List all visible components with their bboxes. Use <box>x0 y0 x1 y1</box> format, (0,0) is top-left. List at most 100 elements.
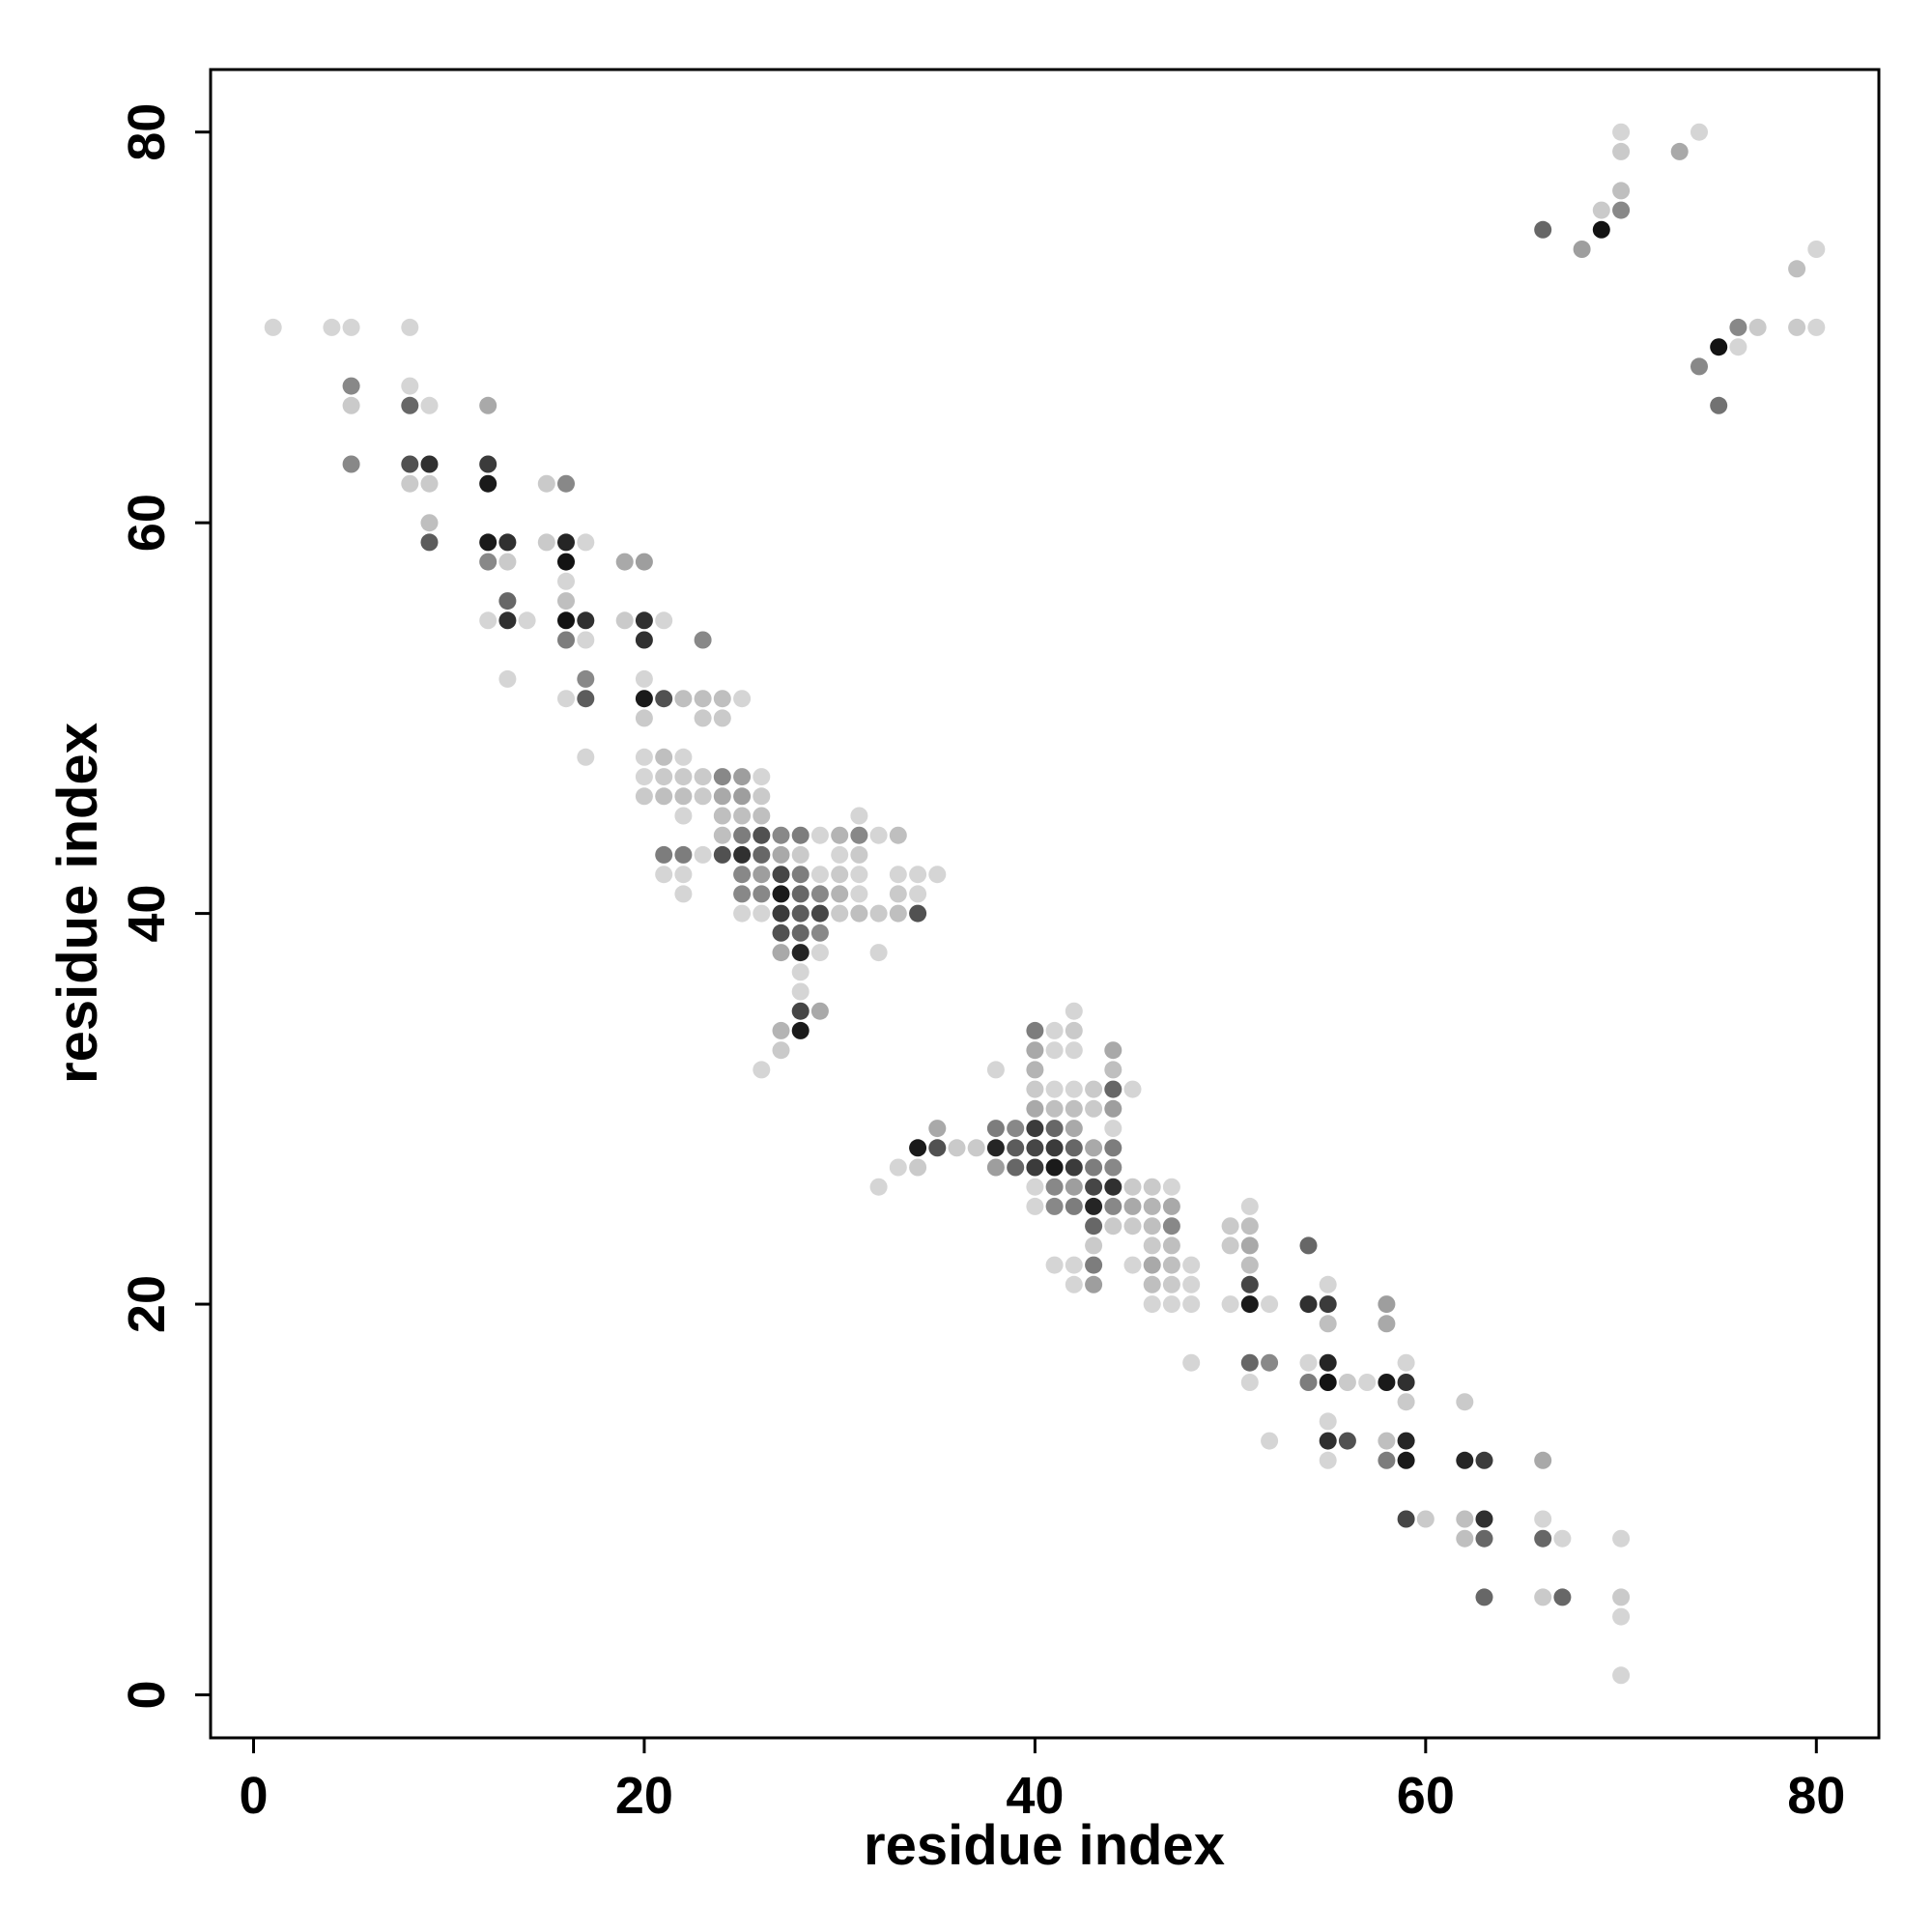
data-point <box>1593 202 1610 219</box>
data-point <box>401 397 418 414</box>
data-point <box>831 885 848 902</box>
data-point <box>1065 1179 1083 1196</box>
data-point <box>1300 1236 1318 1254</box>
data-point <box>1320 1433 1337 1450</box>
data-point <box>1046 1179 1064 1196</box>
data-point <box>1476 1511 1493 1528</box>
data-point <box>987 1139 1005 1156</box>
data-point <box>479 533 497 551</box>
data-point <box>733 885 751 902</box>
data-point <box>1710 397 1727 414</box>
data-point <box>421 514 439 531</box>
data-point <box>655 866 672 883</box>
data-point <box>792 983 810 1001</box>
data-point <box>1398 1452 1415 1469</box>
data-point <box>401 378 418 395</box>
data-point <box>987 1159 1005 1177</box>
data-point <box>557 475 575 493</box>
data-point <box>1612 143 1630 160</box>
data-point <box>655 690 672 707</box>
data-point <box>1026 1120 1043 1137</box>
data-point <box>1574 241 1591 258</box>
data-point <box>674 787 692 805</box>
data-point <box>1690 124 1708 141</box>
data-point <box>479 456 497 473</box>
data-point <box>1241 1374 1259 1391</box>
y-tick-label: 40 <box>118 885 176 943</box>
data-point <box>1612 1666 1630 1684</box>
data-point <box>1046 1257 1064 1274</box>
data-point <box>1085 1257 1102 1274</box>
data-point <box>1456 1530 1473 1548</box>
data-point <box>1163 1295 1180 1313</box>
data-point <box>1104 1061 1122 1078</box>
data-point <box>1320 1276 1337 1293</box>
data-point <box>987 1120 1005 1137</box>
data-point <box>1144 1295 1161 1313</box>
data-point <box>811 905 829 923</box>
data-point <box>811 1003 829 1020</box>
data-point <box>773 905 790 923</box>
data-point <box>674 749 692 766</box>
data-point <box>401 475 418 493</box>
data-point <box>1104 1198 1122 1215</box>
x-tick-label: 80 <box>1787 1767 1845 1825</box>
data-point <box>655 611 672 629</box>
data-point <box>655 787 672 805</box>
data-point <box>557 592 575 610</box>
data-point <box>773 944 790 961</box>
data-point <box>1085 1100 1102 1118</box>
data-point <box>636 554 653 571</box>
data-point <box>1241 1276 1259 1293</box>
data-point <box>636 670 653 688</box>
data-point <box>811 944 829 961</box>
data-point <box>1749 319 1767 336</box>
data-point <box>928 866 946 883</box>
data-point <box>1612 182 1630 199</box>
data-point <box>1065 1100 1083 1118</box>
data-point <box>1222 1295 1239 1313</box>
data-point <box>753 827 770 844</box>
data-point <box>1104 1179 1122 1196</box>
data-point <box>968 1139 985 1156</box>
data-point <box>890 885 907 902</box>
data-point <box>1065 1159 1083 1177</box>
data-point <box>1046 1100 1064 1118</box>
data-point <box>1320 1295 1337 1313</box>
data-point <box>753 905 770 923</box>
data-point <box>1222 1217 1239 1235</box>
data-point <box>714 808 731 825</box>
plot-frame <box>211 70 1879 1738</box>
data-point <box>695 632 712 649</box>
data-point <box>773 866 790 883</box>
data-point <box>714 768 731 785</box>
data-point <box>1398 1511 1415 1528</box>
data-point <box>577 690 594 707</box>
data-point <box>1553 1588 1571 1605</box>
data-point <box>1026 1179 1043 1196</box>
data-point <box>1729 338 1747 355</box>
data-point <box>1612 202 1630 219</box>
data-point <box>1065 1120 1083 1137</box>
data-point <box>1612 1588 1630 1605</box>
data-point <box>1398 1374 1415 1391</box>
data-point <box>479 397 497 414</box>
data-point <box>1241 1236 1259 1254</box>
data-point <box>1026 1159 1043 1177</box>
data-point <box>1026 1081 1043 1098</box>
data-point <box>1241 1198 1259 1215</box>
data-point <box>1534 1452 1551 1469</box>
data-point <box>1007 1120 1024 1137</box>
data-point <box>1124 1217 1142 1235</box>
data-point <box>773 846 790 864</box>
data-point <box>1065 1276 1083 1293</box>
data-point <box>1046 1139 1064 1156</box>
data-point <box>1729 319 1747 336</box>
data-point <box>1378 1295 1395 1313</box>
data-point <box>1807 241 1825 258</box>
data-point <box>538 475 555 493</box>
data-point <box>1398 1393 1415 1410</box>
data-point <box>1398 1433 1415 1450</box>
data-point <box>1320 1452 1337 1469</box>
data-point <box>811 924 829 942</box>
